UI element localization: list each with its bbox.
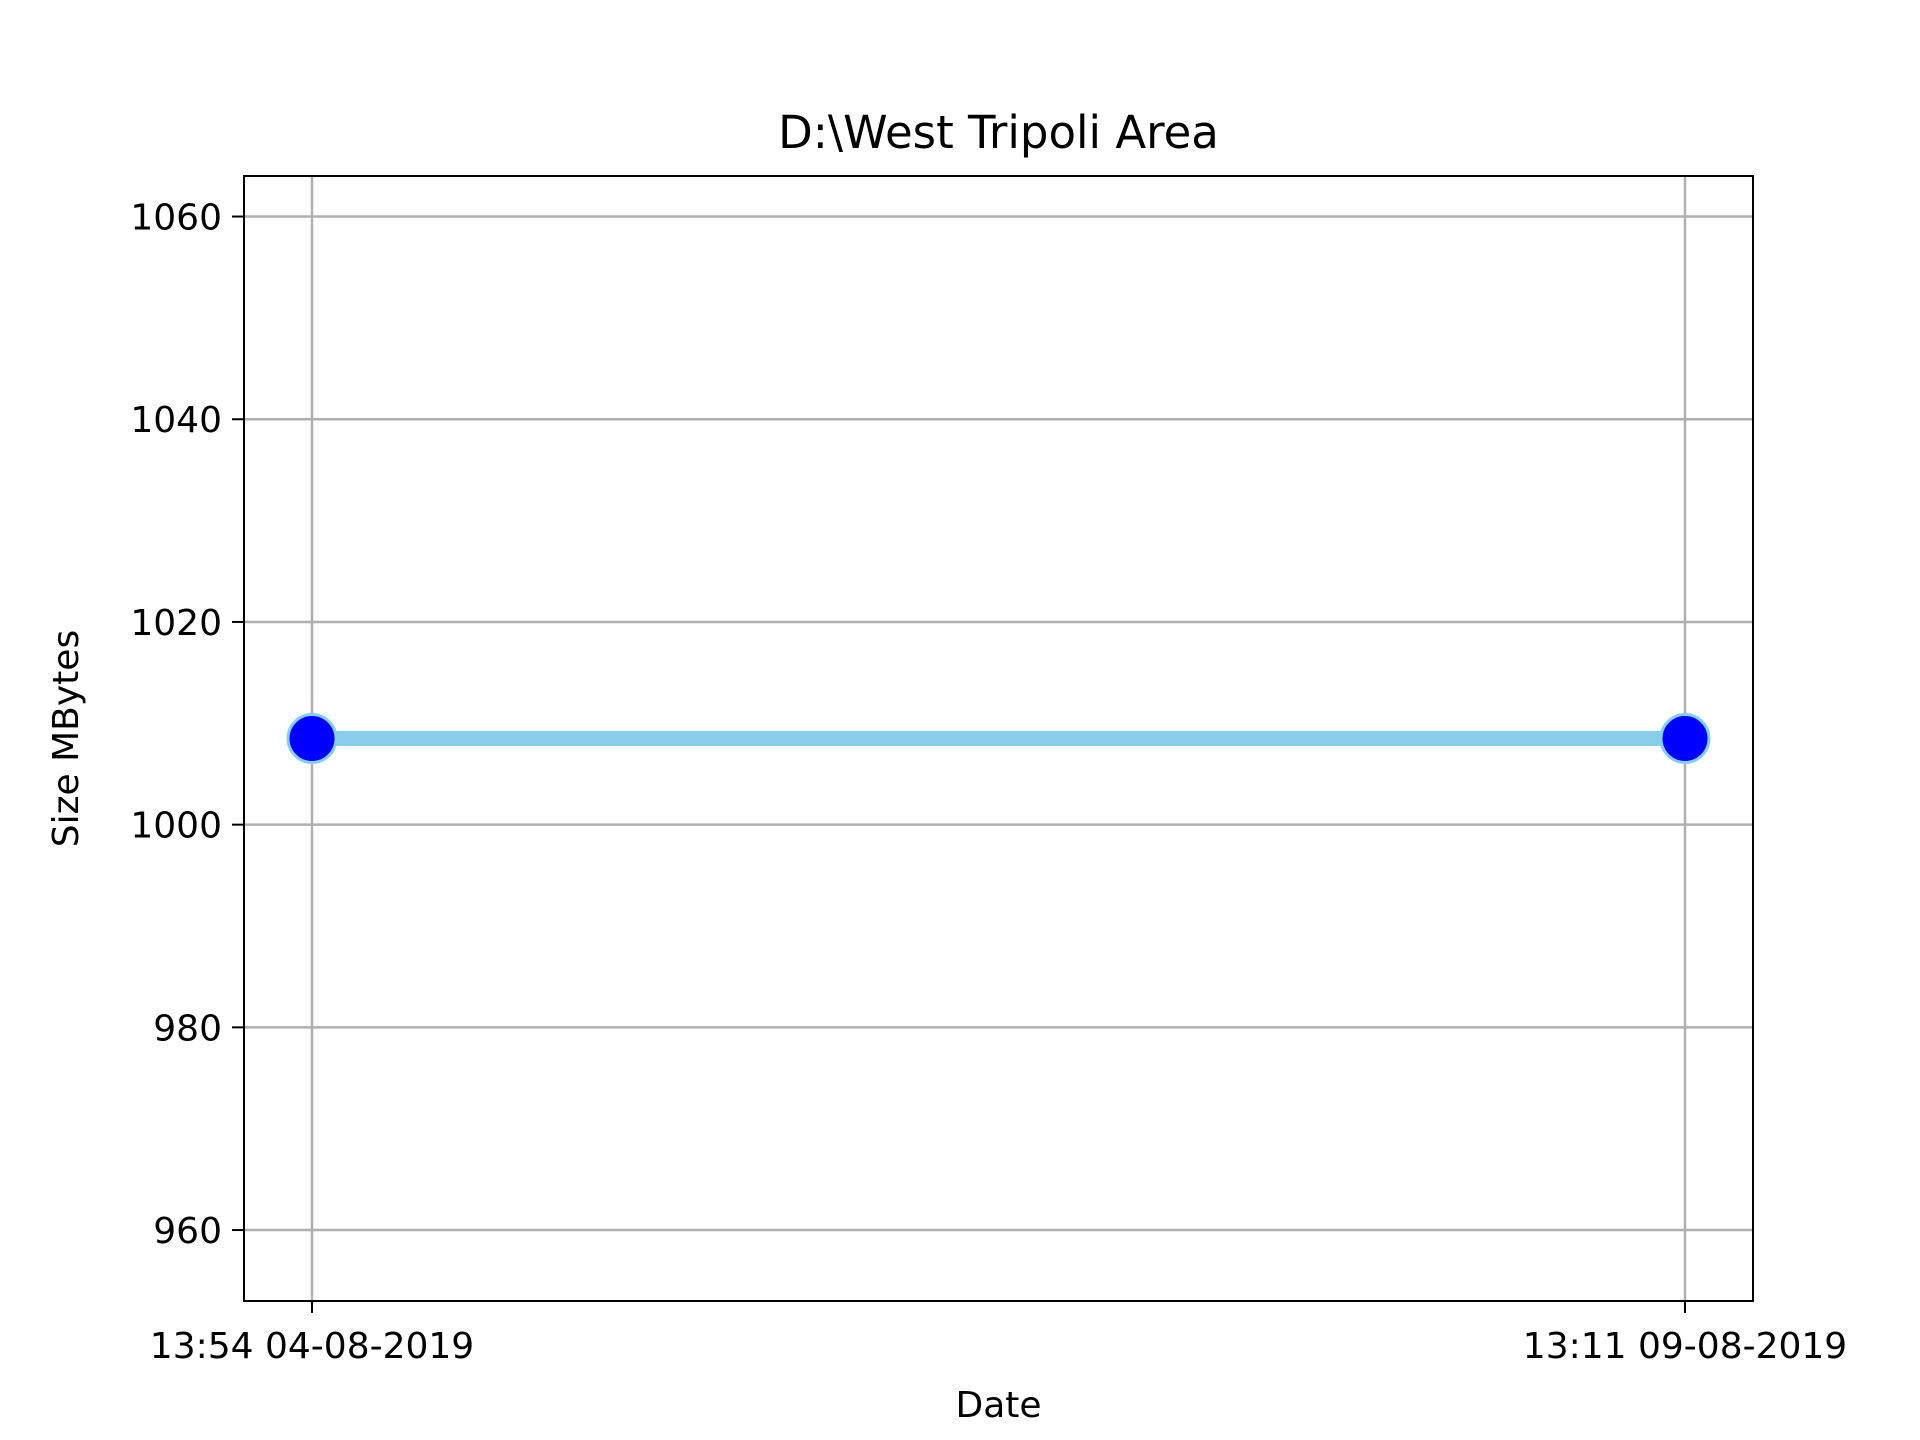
series-layer xyxy=(286,713,1711,764)
y-tick-label: 980 xyxy=(153,1008,222,1049)
x-axis-label: Date xyxy=(955,1385,1041,1426)
plot-area-frame xyxy=(243,175,1754,1302)
chart-title: D:\West Tripoli Area xyxy=(778,106,1219,159)
grid-lines xyxy=(244,176,1753,1301)
y-axis-ticks: 960 980 1000 1020 1040 1060 xyxy=(130,198,244,1252)
data-point xyxy=(1659,713,1711,764)
x-tick-label: 13:54 04-08-2019 xyxy=(150,1326,474,1367)
y-tick-label: 960 xyxy=(153,1211,222,1252)
x-axis-ticks: 13:54 04-08-2019 13:11 09-08-2019 xyxy=(150,1301,1847,1367)
y-tick-label: 1000 xyxy=(130,806,222,847)
y-axis-label: Size MBytes xyxy=(46,630,87,847)
data-point xyxy=(286,713,338,764)
y-tick-label: 1020 xyxy=(130,603,222,644)
x-tick-label: 13:11 09-08-2019 xyxy=(1523,1326,1847,1367)
y-tick-label: 1060 xyxy=(130,198,222,239)
y-tick-label: 1040 xyxy=(130,400,222,441)
